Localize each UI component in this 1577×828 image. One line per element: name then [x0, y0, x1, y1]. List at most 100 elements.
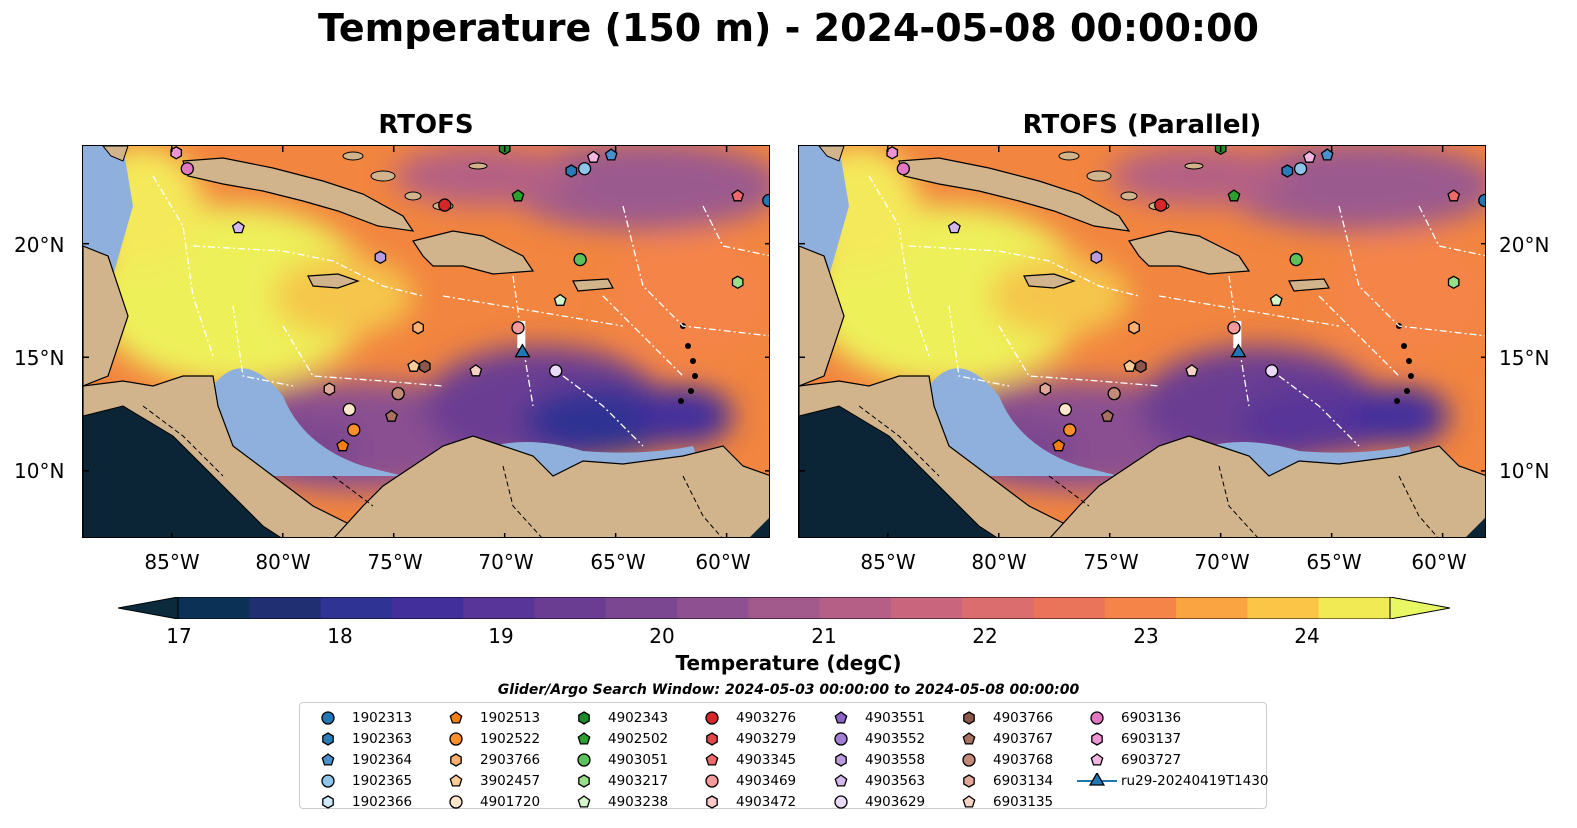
float-marker-4903629[interactable]	[549, 364, 563, 378]
float-marker-4903767[interactable]	[1101, 409, 1114, 422]
legend-item[interactable]: 4902502	[564, 728, 668, 749]
legend-marker[interactable]	[321, 752, 335, 766]
legend-marker[interactable]	[963, 773, 975, 788]
legend-item[interactable]: 4901720	[436, 791, 540, 812]
float-marker-1902365[interactable]	[577, 162, 592, 176]
glider-marker-ru29-20240419T1430[interactable]	[1230, 343, 1247, 358]
float-marker-1902363[interactable]	[565, 164, 578, 178]
float-marker-4903629[interactable]	[1265, 364, 1279, 378]
float-marker-4903767[interactable]	[385, 409, 398, 422]
float-marker-1902522[interactable]	[347, 423, 361, 437]
legend-marker[interactable]	[705, 752, 719, 766]
float-marker-6903727[interactable]	[586, 150, 600, 163]
float-marker-6903135[interactable]	[1185, 364, 1199, 377]
legend-marker[interactable]	[577, 752, 591, 767]
float-marker-2903766[interactable]	[1128, 320, 1140, 335]
legend-item[interactable]: ru29-20240419T1430	[1077, 770, 1268, 791]
legend-item[interactable]: 4903563	[821, 770, 925, 791]
legend-item[interactable]: 6903136	[1077, 707, 1268, 728]
float-marker-4902502[interactable]	[1227, 189, 1241, 202]
legend-item[interactable]: 4903276	[692, 707, 796, 728]
legend-item[interactable]: 1902366	[308, 791, 412, 812]
legend-item[interactable]: 4903767	[949, 728, 1053, 749]
legend-item[interactable]: 3902457	[436, 770, 540, 791]
float-marker-1902313[interactable]	[1478, 193, 1486, 208]
legend-marker[interactable]	[321, 773, 335, 788]
legend-item[interactable]: 1902313	[308, 707, 412, 728]
float-marker-4903558[interactable]	[1090, 250, 1103, 265]
float-marker-4903217[interactable]	[731, 275, 744, 290]
legend-item[interactable]: 6903135	[949, 791, 1053, 812]
legend-marker[interactable]	[834, 731, 848, 746]
legend-marker[interactable]	[834, 794, 848, 809]
legend-marker[interactable]	[706, 731, 718, 746]
legend-marker[interactable]	[706, 794, 718, 809]
legend-marker[interactable]	[1090, 752, 1104, 766]
legend-item[interactable]: 4903472	[692, 791, 796, 812]
legend-item[interactable]: 1902522	[436, 728, 540, 749]
legend-item[interactable]: 4903238	[564, 791, 668, 812]
float-marker-6903137[interactable]	[170, 146, 183, 160]
float-marker-4903051[interactable]	[1289, 252, 1303, 267]
legend-item[interactable]: 6903727	[1077, 749, 1268, 770]
legend-item[interactable]: 4903552	[821, 728, 925, 749]
float-marker-4903768[interactable]	[391, 386, 405, 401]
legend-item[interactable]: 4903469	[692, 770, 796, 791]
legend-item[interactable]: 4903345	[692, 749, 796, 770]
legend-item[interactable]: 1902513	[436, 707, 540, 728]
float-marker-4902502[interactable]	[511, 189, 525, 202]
float-marker-6903134[interactable]	[1039, 382, 1052, 396]
float-marker-1902364[interactable]	[1320, 148, 1334, 161]
legend-marker[interactable]	[963, 710, 975, 725]
float-marker-1902365[interactable]	[1293, 162, 1308, 176]
legend-marker[interactable]	[834, 773, 848, 787]
legend-item[interactable]: 1902365	[308, 770, 412, 791]
float-marker-6903136[interactable]	[896, 162, 910, 176]
glider-marker-ru29-20240419T1430[interactable]	[514, 343, 531, 358]
float-marker-6903727[interactable]	[1302, 150, 1316, 163]
legend-item[interactable]: 4902343	[564, 707, 668, 728]
legend-item[interactable]: 4903766	[949, 707, 1053, 728]
legend-item[interactable]: 1902364	[308, 749, 412, 770]
legend-item[interactable]: 4903217	[564, 770, 668, 791]
legend-item[interactable]: 4903279	[692, 728, 796, 749]
float-marker-4903345[interactable]	[1447, 189, 1461, 202]
float-marker-1902513[interactable]	[1052, 439, 1066, 452]
legend-marker[interactable]	[577, 794, 591, 808]
legend-marker[interactable]	[1090, 710, 1104, 725]
legend-marker[interactable]	[449, 710, 463, 724]
legend-marker[interactable]	[322, 794, 334, 809]
float-marker-4903558[interactable]	[374, 250, 387, 265]
float-marker-1902522[interactable]	[1063, 423, 1077, 437]
float-marker-2903766[interactable]	[412, 320, 424, 335]
float-marker-4903766[interactable]	[1134, 359, 1147, 374]
float-marker-4903051[interactable]	[573, 252, 587, 267]
float-marker-3902457[interactable]	[1123, 359, 1137, 372]
legend-item[interactable]: 6903134	[949, 770, 1053, 791]
float-marker-4903768[interactable]	[1107, 386, 1121, 401]
legend-marker[interactable]	[449, 773, 463, 787]
legend-marker[interactable]	[449, 794, 463, 809]
legend-item[interactable]: 6903137	[1077, 728, 1268, 749]
float-marker-6903136[interactable]	[180, 162, 194, 176]
float-marker-1902513[interactable]	[336, 439, 350, 452]
legend-marker[interactable]	[321, 710, 335, 725]
float-marker-4903469[interactable]	[511, 321, 525, 335]
float-marker-4903238[interactable]	[1269, 293, 1283, 306]
legend-item[interactable]: 4903051	[564, 749, 668, 770]
map-panel-rtofs[interactable]	[82, 145, 770, 538]
float-marker-4901720[interactable]	[1058, 402, 1072, 417]
legend-marker[interactable]	[962, 731, 976, 745]
float-marker-1902364[interactable]	[604, 148, 618, 161]
legend-marker[interactable]	[322, 731, 334, 746]
float-marker-4903238[interactable]	[553, 293, 567, 306]
legend-marker[interactable]	[1091, 731, 1103, 746]
legend-item[interactable]: 2903766	[436, 749, 540, 770]
legend-item[interactable]: 4903551	[821, 707, 925, 728]
float-marker-4903766[interactable]	[418, 359, 431, 374]
legend-marker[interactable]	[834, 710, 848, 724]
float-marker-6903135[interactable]	[469, 364, 483, 377]
legend-item[interactable]: 1902363	[308, 728, 412, 749]
float-marker-4903276[interactable]	[438, 198, 452, 212]
map-panel-rtofs-parallel[interactable]	[798, 145, 1486, 538]
